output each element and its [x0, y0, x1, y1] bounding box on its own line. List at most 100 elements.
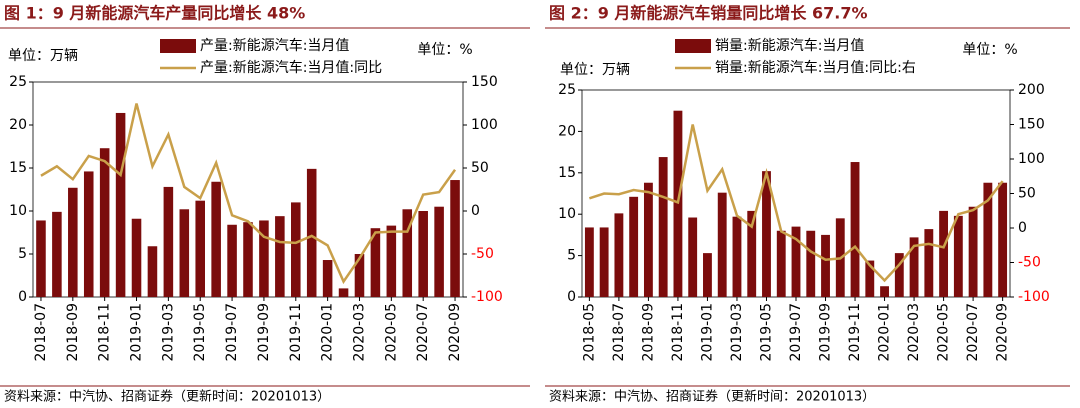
- x-tick-label: 2018-07: [33, 303, 49, 362]
- bar: [402, 209, 413, 297]
- y2-tick-label: -100: [1018, 289, 1050, 305]
- y2-tick-label: 50: [471, 160, 489, 176]
- unit-right: 单位：%: [417, 42, 472, 58]
- y-tick-label: 5: [18, 246, 27, 262]
- y2-tick-label: -100: [471, 289, 503, 305]
- legend-swatch: [160, 39, 196, 53]
- unit-right: 单位：%: [962, 42, 1017, 58]
- x-tick-label: 2020-07: [965, 303, 981, 362]
- y2-tick-label: 100: [1018, 151, 1045, 167]
- bar: [791, 226, 801, 297]
- y-tick-label: 15: [9, 160, 27, 176]
- chart: 图 2：9 月新能源汽车销量同比增长 67.7% 资料来源：中汽协、招商证券（更新…: [545, 4, 1070, 405]
- x-tick-label: 2020-05: [936, 303, 952, 362]
- chart-title: 图 1：9 月新能源汽车产量同比增长 48%: [4, 4, 305, 23]
- bar: [762, 171, 771, 297]
- bar: [434, 206, 444, 297]
- bar: [147, 246, 158, 297]
- bar: [658, 157, 668, 297]
- bar: [243, 222, 253, 297]
- y2-tick-label: -50: [1018, 255, 1041, 271]
- y-tick-label: 20: [558, 123, 576, 139]
- source: 资料来源：中汽协、招商证券（更新时间：20201013）: [4, 389, 330, 405]
- bar: [83, 171, 94, 297]
- bar: [614, 213, 624, 297]
- bar: [717, 192, 727, 297]
- x-tick-label: 2020-01: [877, 303, 893, 362]
- bar: [386, 225, 397, 297]
- bar: [195, 200, 205, 297]
- y2-tick-label: 0: [1018, 220, 1027, 236]
- bar: [821, 234, 830, 297]
- bar: [370, 228, 381, 297]
- legend-label: 销量:新能源汽车:当月值: [715, 37, 864, 54]
- bar: [599, 227, 609, 297]
- bar: [939, 210, 949, 297]
- y-tick-label: 15: [558, 165, 576, 181]
- x-tick-label: 2018-11: [97, 303, 113, 362]
- y-tick-label: 25: [9, 74, 27, 90]
- unit-left: 单位：万辆: [8, 48, 78, 64]
- bar: [673, 110, 683, 297]
- x-tick-label: 2018-05: [581, 303, 597, 362]
- bar: [703, 253, 712, 297]
- x-tick-label: 2019-01: [129, 303, 145, 362]
- x-tick-label: 2018-07: [611, 303, 627, 362]
- x-tick-label: 2020-09: [995, 303, 1011, 362]
- y2-tick-label: 150: [1018, 117, 1045, 133]
- bar: [227, 224, 237, 297]
- bar: [115, 112, 126, 298]
- bar: [322, 260, 333, 297]
- x-tick-label: 2020-09: [447, 303, 463, 362]
- bar: [291, 202, 301, 297]
- bar: [806, 230, 816, 297]
- chart: 图 1：9 月新能源汽车产量同比增长 48% 资料来源：中汽协、招商证券（更新时间…: [0, 4, 530, 405]
- y-tick-label: 0: [18, 289, 27, 305]
- y2-tick-label: 50: [1018, 186, 1036, 202]
- legend-label: 产量:新能源汽车:当月值: [200, 37, 349, 54]
- bar: [211, 181, 221, 297]
- bar: [68, 187, 78, 297]
- bar: [953, 215, 963, 297]
- y-tick-label: 10: [558, 206, 576, 222]
- y2-tick-label: 100: [471, 117, 498, 133]
- bar: [179, 209, 190, 297]
- x-tick-label: 2019-07: [224, 303, 240, 362]
- y-tick-label: 20: [9, 117, 27, 133]
- chart-title: 图 2：9 月新能源汽车销量同比增长 67.7%: [549, 4, 868, 23]
- legend-label: 产量:新能源汽车:当月值:同比: [200, 59, 382, 76]
- line-series: [40, 103, 457, 285]
- bar: [418, 211, 428, 297]
- bar: [850, 162, 860, 297]
- x-tick-label: 2019-03: [160, 303, 176, 362]
- x-tick-label: 2019-03: [729, 303, 745, 362]
- bar: [275, 216, 285, 297]
- x-tick-label: 2020-07: [415, 303, 431, 362]
- bar: [732, 216, 742, 297]
- bar: [880, 286, 889, 297]
- bar: [584, 227, 594, 297]
- line-series: [588, 124, 1004, 283]
- source: 资料来源：中汽协、招商证券（更新时间：20201013）: [549, 389, 875, 405]
- x-tick-label: 2018-09: [65, 303, 81, 362]
- y-tick-label: 25: [558, 82, 576, 98]
- x-tick-label: 2019-11: [847, 303, 863, 362]
- bar: [968, 206, 978, 297]
- bar: [865, 260, 875, 297]
- y2-tick-label: 0: [471, 203, 480, 219]
- x-tick-label: 2019-01: [699, 303, 715, 362]
- y-tick-label: 0: [567, 289, 576, 305]
- bar: [306, 168, 317, 297]
- bar: [163, 186, 174, 297]
- bar: [338, 288, 349, 297]
- y2-tick-label: 150: [471, 74, 498, 90]
- y-tick-label: 5: [567, 248, 576, 264]
- bar: [747, 210, 757, 297]
- x-tick-label: 2018-09: [640, 303, 656, 362]
- unit-left: 单位：万辆: [560, 62, 630, 78]
- x-tick-label: 2019-05: [192, 303, 208, 362]
- y2-tick-label: 200: [1018, 82, 1045, 98]
- bar: [894, 253, 904, 297]
- bar: [259, 220, 269, 297]
